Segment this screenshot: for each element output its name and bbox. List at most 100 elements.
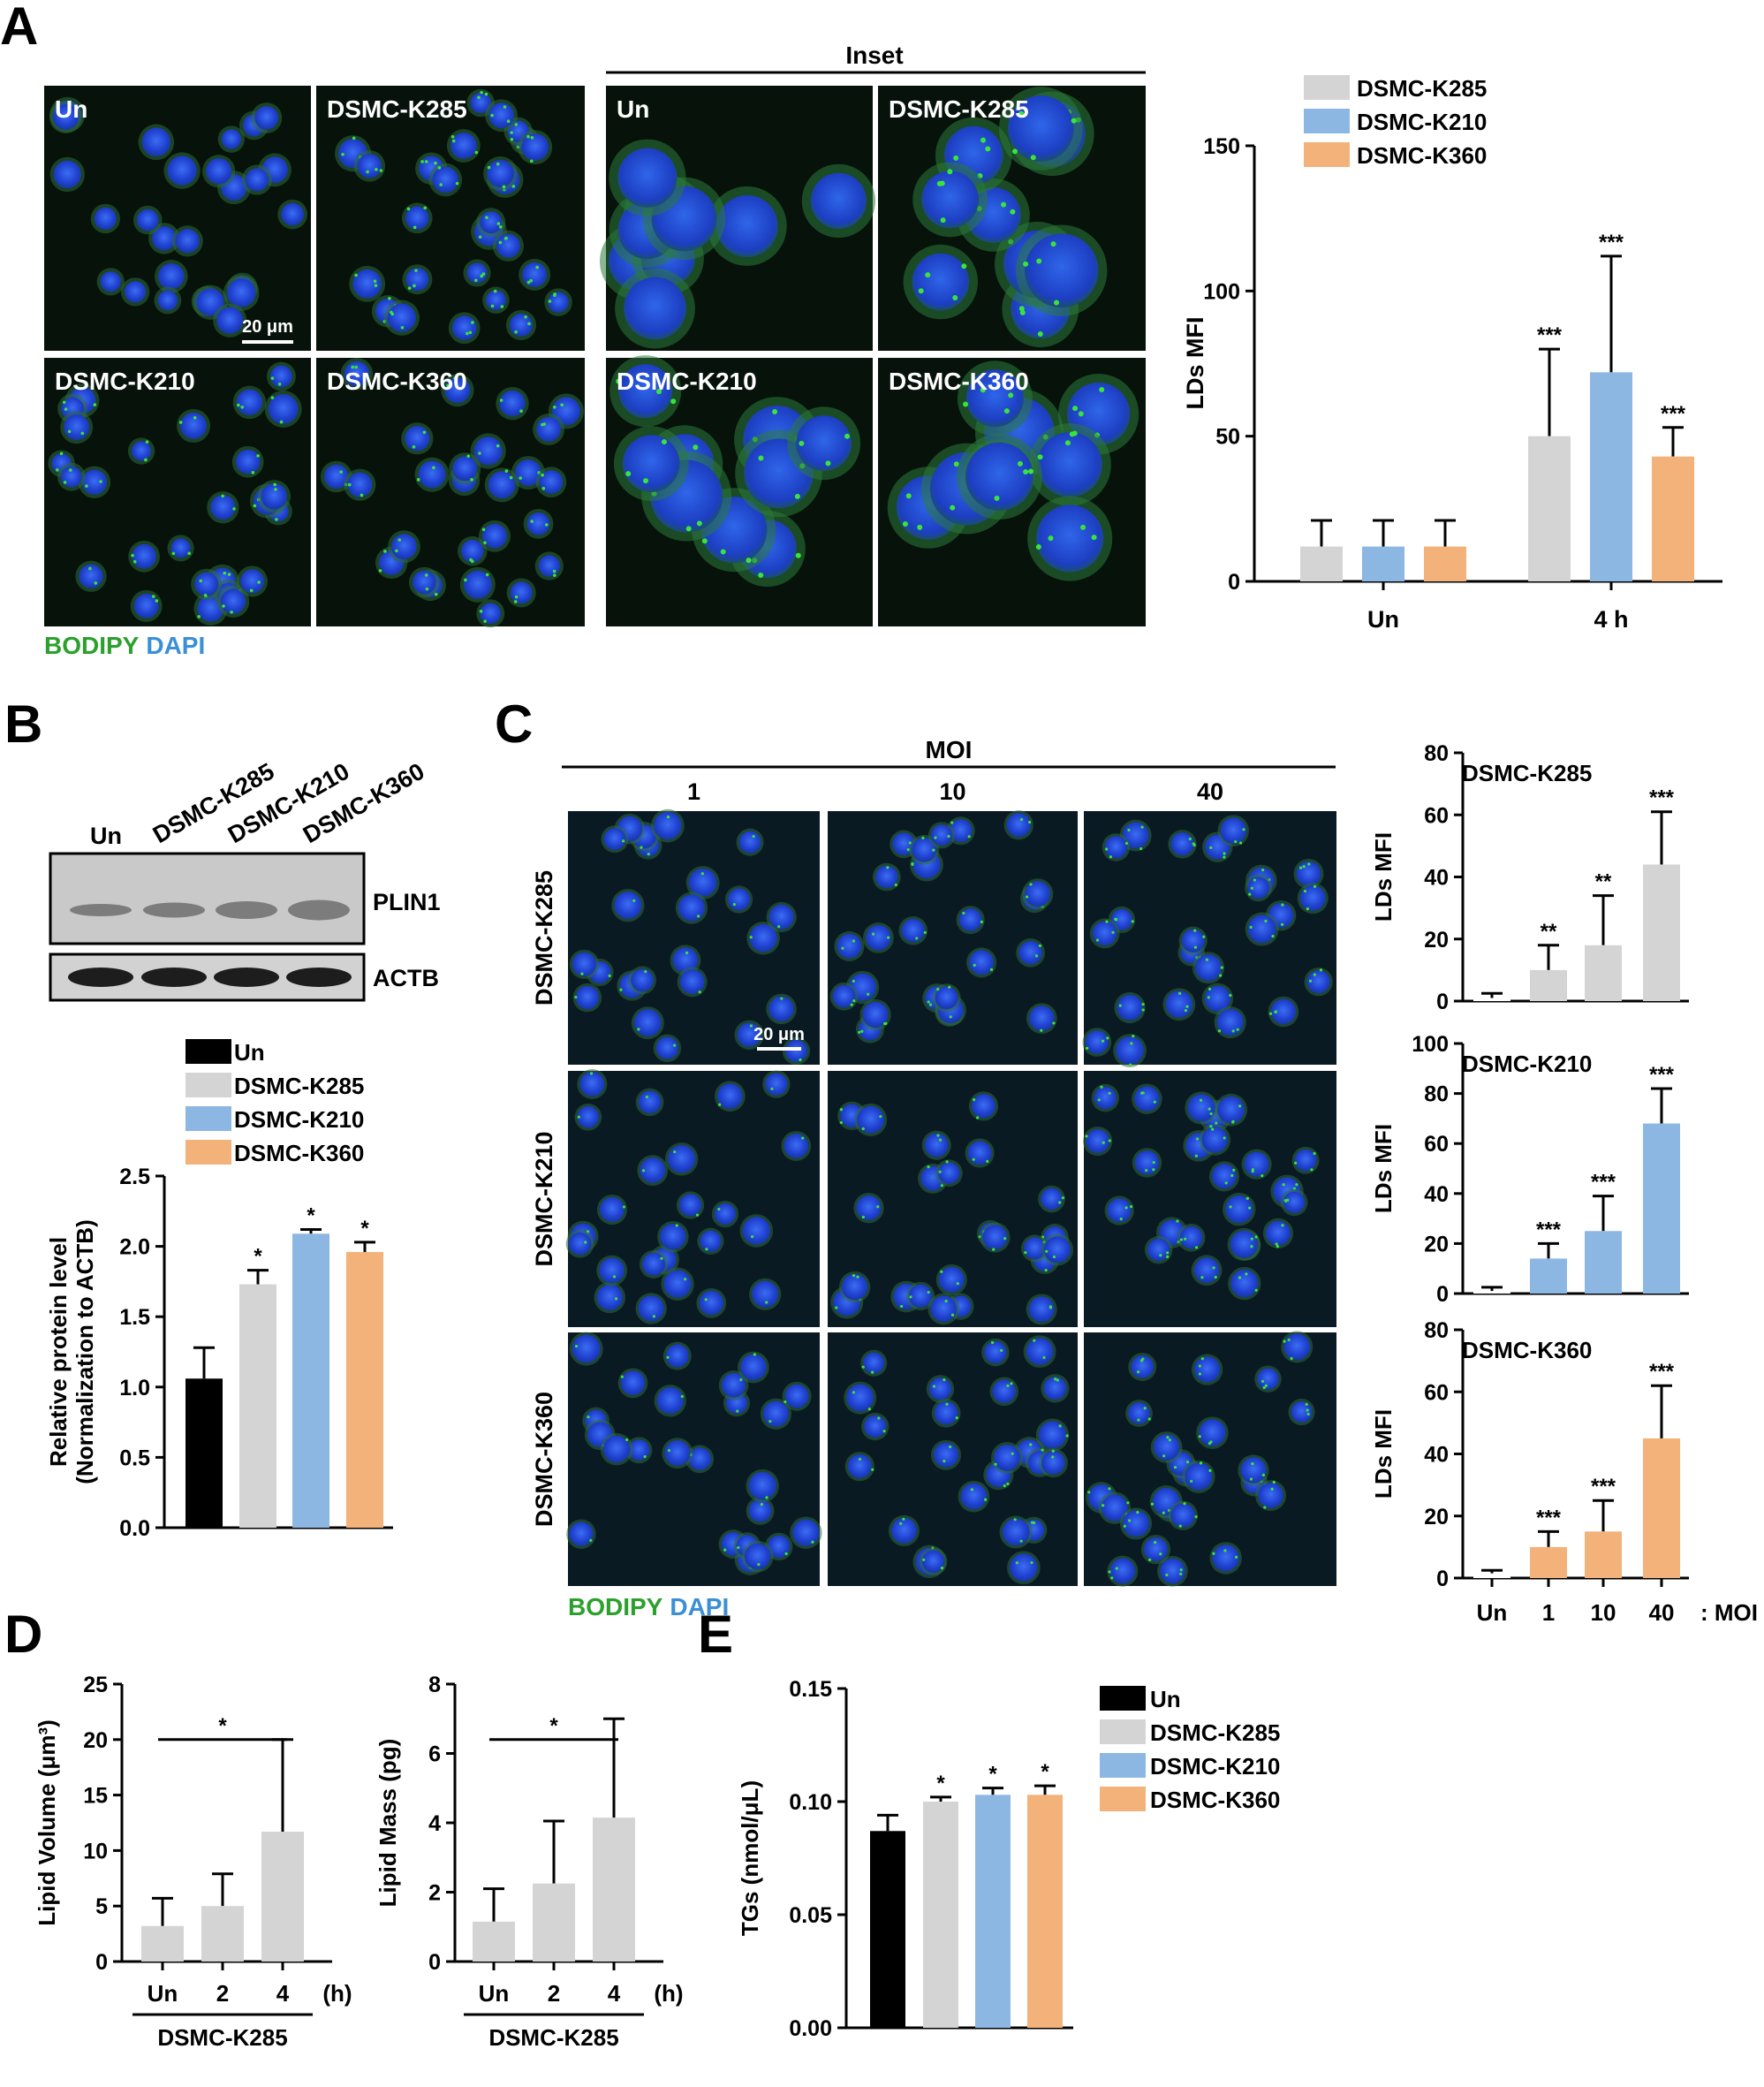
- lipid-droplet: [940, 1566, 944, 1570]
- lipid-droplet: [451, 139, 456, 143]
- bar: [185, 1378, 223, 1528]
- bar: [1424, 546, 1466, 581]
- cell-nucleus: [656, 1387, 684, 1415]
- lipid-droplet: [1306, 907, 1309, 911]
- cell-nucleus: [992, 1379, 1017, 1404]
- lipid-droplet: [641, 1169, 646, 1173]
- lipid-droplet: [1313, 1151, 1316, 1156]
- lipid-droplet: [938, 1170, 942, 1173]
- cell-nucleus: [432, 166, 459, 194]
- panel-d-chart-volume: 0 5 10 15 20 25 Lipid Volume (μm³) Un 2 4 (h) * DSMC…: [34, 1673, 352, 2051]
- micrograph-dsmc-k285: [316, 86, 585, 351]
- y-tick-label: 4: [428, 1811, 441, 1836]
- panel-a-micrographs: Un DSMC-K285 DSMC-K210 DSMC-K360 20 μm Un DSMC…: [44, 86, 1146, 628]
- lipid-droplet: [752, 834, 755, 839]
- blot-frame-plin1: [49, 852, 366, 945]
- cell-nucleus: [901, 918, 925, 943]
- lipid-droplet: [940, 1270, 943, 1273]
- lipid-droplet: [526, 280, 531, 285]
- lipid-droplet: [270, 396, 275, 399]
- lipid-droplet: [59, 452, 64, 456]
- lipid-droplet: [886, 866, 890, 869]
- lipid-droplet: [468, 330, 473, 335]
- cell-nucleus: [969, 950, 995, 975]
- lipid-droplet: [1281, 1224, 1284, 1227]
- lipid-droplet: [1150, 1502, 1155, 1506]
- cell-nucleus: [678, 894, 706, 922]
- lipid-droplet: [732, 903, 736, 907]
- cell-nucleus: [522, 262, 548, 287]
- lipid-droplet: [861, 1215, 865, 1219]
- lipid-droplet: [1087, 1491, 1091, 1494]
- lipid-droplet: [784, 1552, 788, 1556]
- lipid-droplet: [1139, 846, 1143, 851]
- legend-label: DSMC-K210: [234, 1106, 364, 1133]
- cell-nucleus: [444, 376, 471, 404]
- significance-label: *: [360, 1217, 369, 1241]
- cell-nucleus: [1101, 1494, 1129, 1522]
- lipid-droplet: [622, 1205, 626, 1209]
- lipid-droplet: [1085, 1135, 1088, 1138]
- lipid-droplet: [63, 481, 67, 484]
- lipid-droplet: [1029, 883, 1033, 886]
- lipid-droplet: [939, 180, 945, 186]
- cell-nucleus: [620, 1370, 646, 1396]
- cell-nucleus: [933, 1442, 959, 1468]
- plin1-band: [143, 902, 205, 918]
- actb-band: [214, 968, 279, 987]
- cell-nucleus: [141, 127, 171, 157]
- cell-nucleus: [857, 1105, 885, 1134]
- y-tick-label: 0.0: [119, 1516, 150, 1541]
- lipid-droplet: [1168, 1438, 1171, 1442]
- y-axis-label: LDs MFI: [1370, 1409, 1397, 1499]
- lipid-droplet: [1129, 1204, 1133, 1209]
- panel-d-chart-mass: 0 2 4 6 8 Lipid Mass (pg) Un 2 4 (h) * DSMC-K285: [375, 1673, 684, 2051]
- lipid-droplet: [871, 932, 875, 936]
- lipid-droplet: [510, 131, 513, 134]
- lipid-droplet: [1003, 1237, 1007, 1241]
- lipid-droplet: [980, 387, 986, 393]
- cell-nucleus: [654, 811, 682, 840]
- lipid-droplet: [753, 1353, 756, 1356]
- lipid-droplet: [193, 416, 197, 420]
- cell-nucleus: [131, 441, 152, 461]
- lipid-droplet: [1199, 1098, 1203, 1102]
- lipid-droplet: [1000, 1348, 1003, 1352]
- lipid-droplet: [1010, 209, 1016, 215]
- cell-nucleus: [890, 1517, 918, 1544]
- lipid-droplet: [464, 578, 467, 582]
- cell-nucleus: [124, 281, 147, 303]
- y-tick-label: 80: [1424, 1082, 1449, 1107]
- lipid-droplet: [541, 473, 544, 477]
- lipid-droplet: [1198, 1364, 1201, 1368]
- bar: [1473, 1291, 1510, 1294]
- lipid-droplet: [1287, 1338, 1291, 1342]
- lipid-droplet: [1027, 820, 1032, 824]
- lipid-droplet: [950, 505, 956, 511]
- y-tick-label: 6: [428, 1742, 441, 1767]
- x-tick-label: Un: [148, 1980, 178, 2007]
- lipid-droplet: [1238, 1276, 1242, 1279]
- lipid-droplet: [984, 1498, 988, 1501]
- lipid-droplet: [1030, 1560, 1033, 1565]
- lipid-droplet: [1029, 1443, 1033, 1446]
- lipid-droplet: [490, 304, 495, 308]
- cell-nucleus: [254, 106, 279, 130]
- lipid-droplet: [1108, 1091, 1111, 1095]
- cell-nucleus: [664, 1440, 691, 1467]
- significance-label: ***: [1591, 1171, 1616, 1195]
- lipid-droplet: [1139, 1359, 1144, 1362]
- significance-label: *: [307, 1203, 315, 1227]
- lipid-droplet: [861, 1365, 865, 1369]
- lipid-droplet: [1048, 535, 1054, 542]
- lipid-droplet: [758, 455, 764, 461]
- lipid-droplet: [917, 524, 923, 530]
- cell-nucleus: [1212, 1544, 1239, 1572]
- lipid-droplet: [1140, 825, 1144, 829]
- lipid-droplet: [423, 206, 428, 210]
- lipid-droplet: [749, 1024, 753, 1028]
- lipid-droplet: [1105, 920, 1109, 923]
- lipid-droplet: [940, 217, 946, 224]
- cell-nucleus: [1134, 1086, 1160, 1112]
- bar: [1530, 1546, 1567, 1578]
